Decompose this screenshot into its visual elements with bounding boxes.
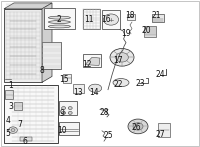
Ellipse shape	[48, 25, 70, 28]
Bar	[4, 9, 42, 82]
Ellipse shape	[48, 21, 70, 24]
Text: 8: 8	[40, 66, 44, 75]
Text: 3: 3	[9, 102, 13, 111]
Bar	[14, 102, 22, 110]
Text: 19: 19	[121, 29, 131, 38]
Bar	[44, 8, 75, 29]
Bar	[152, 14, 164, 22]
Text: 9: 9	[60, 109, 64, 118]
Text: 16: 16	[101, 15, 111, 24]
Bar	[83, 54, 101, 67]
Circle shape	[62, 107, 66, 110]
Circle shape	[133, 123, 143, 130]
Text: 23: 23	[135, 79, 145, 88]
Ellipse shape	[89, 84, 102, 92]
Text: 1: 1	[9, 81, 13, 91]
Text: 10: 10	[57, 126, 67, 135]
Bar	[158, 123, 170, 137]
Text: 2: 2	[57, 15, 61, 24]
Circle shape	[103, 14, 119, 25]
Circle shape	[11, 129, 15, 132]
Text: 21: 21	[151, 11, 161, 20]
Text: 18: 18	[125, 11, 135, 20]
Polygon shape	[4, 3, 52, 9]
Ellipse shape	[113, 78, 129, 87]
Circle shape	[68, 111, 72, 114]
Bar	[59, 122, 79, 135]
Bar	[4, 85, 58, 143]
Text: 25: 25	[103, 131, 113, 141]
Text: 15: 15	[59, 75, 69, 84]
Text: 17: 17	[113, 56, 123, 65]
Circle shape	[116, 53, 128, 62]
Text: 11: 11	[84, 15, 94, 24]
Text: 26: 26	[131, 123, 141, 132]
Text: 20: 20	[141, 26, 151, 35]
Text: 7: 7	[18, 120, 22, 130]
Text: 28: 28	[99, 108, 109, 117]
Bar	[102, 10, 120, 29]
Polygon shape	[85, 57, 100, 65]
Text: 14: 14	[89, 88, 99, 97]
Circle shape	[62, 111, 66, 114]
Circle shape	[128, 119, 148, 134]
Text: 22: 22	[113, 80, 123, 89]
Bar	[63, 74, 71, 83]
Bar	[20, 137, 32, 141]
Text: 5: 5	[6, 129, 10, 138]
Bar	[73, 84, 84, 93]
Text: 4: 4	[6, 116, 10, 125]
Text: 27: 27	[155, 130, 165, 139]
Circle shape	[68, 107, 72, 110]
Bar	[83, 9, 100, 29]
Text: 24: 24	[155, 70, 165, 80]
Polygon shape	[42, 3, 52, 82]
Bar	[59, 101, 77, 115]
Circle shape	[9, 127, 17, 133]
Bar	[42, 42, 61, 69]
Text: 13: 13	[73, 88, 83, 97]
Text: 12: 12	[82, 60, 92, 69]
Text: 6: 6	[23, 137, 27, 146]
Bar	[127, 14, 135, 20]
Ellipse shape	[48, 16, 70, 19]
Circle shape	[110, 49, 134, 66]
Bar	[5, 90, 13, 99]
Bar	[144, 26, 156, 37]
